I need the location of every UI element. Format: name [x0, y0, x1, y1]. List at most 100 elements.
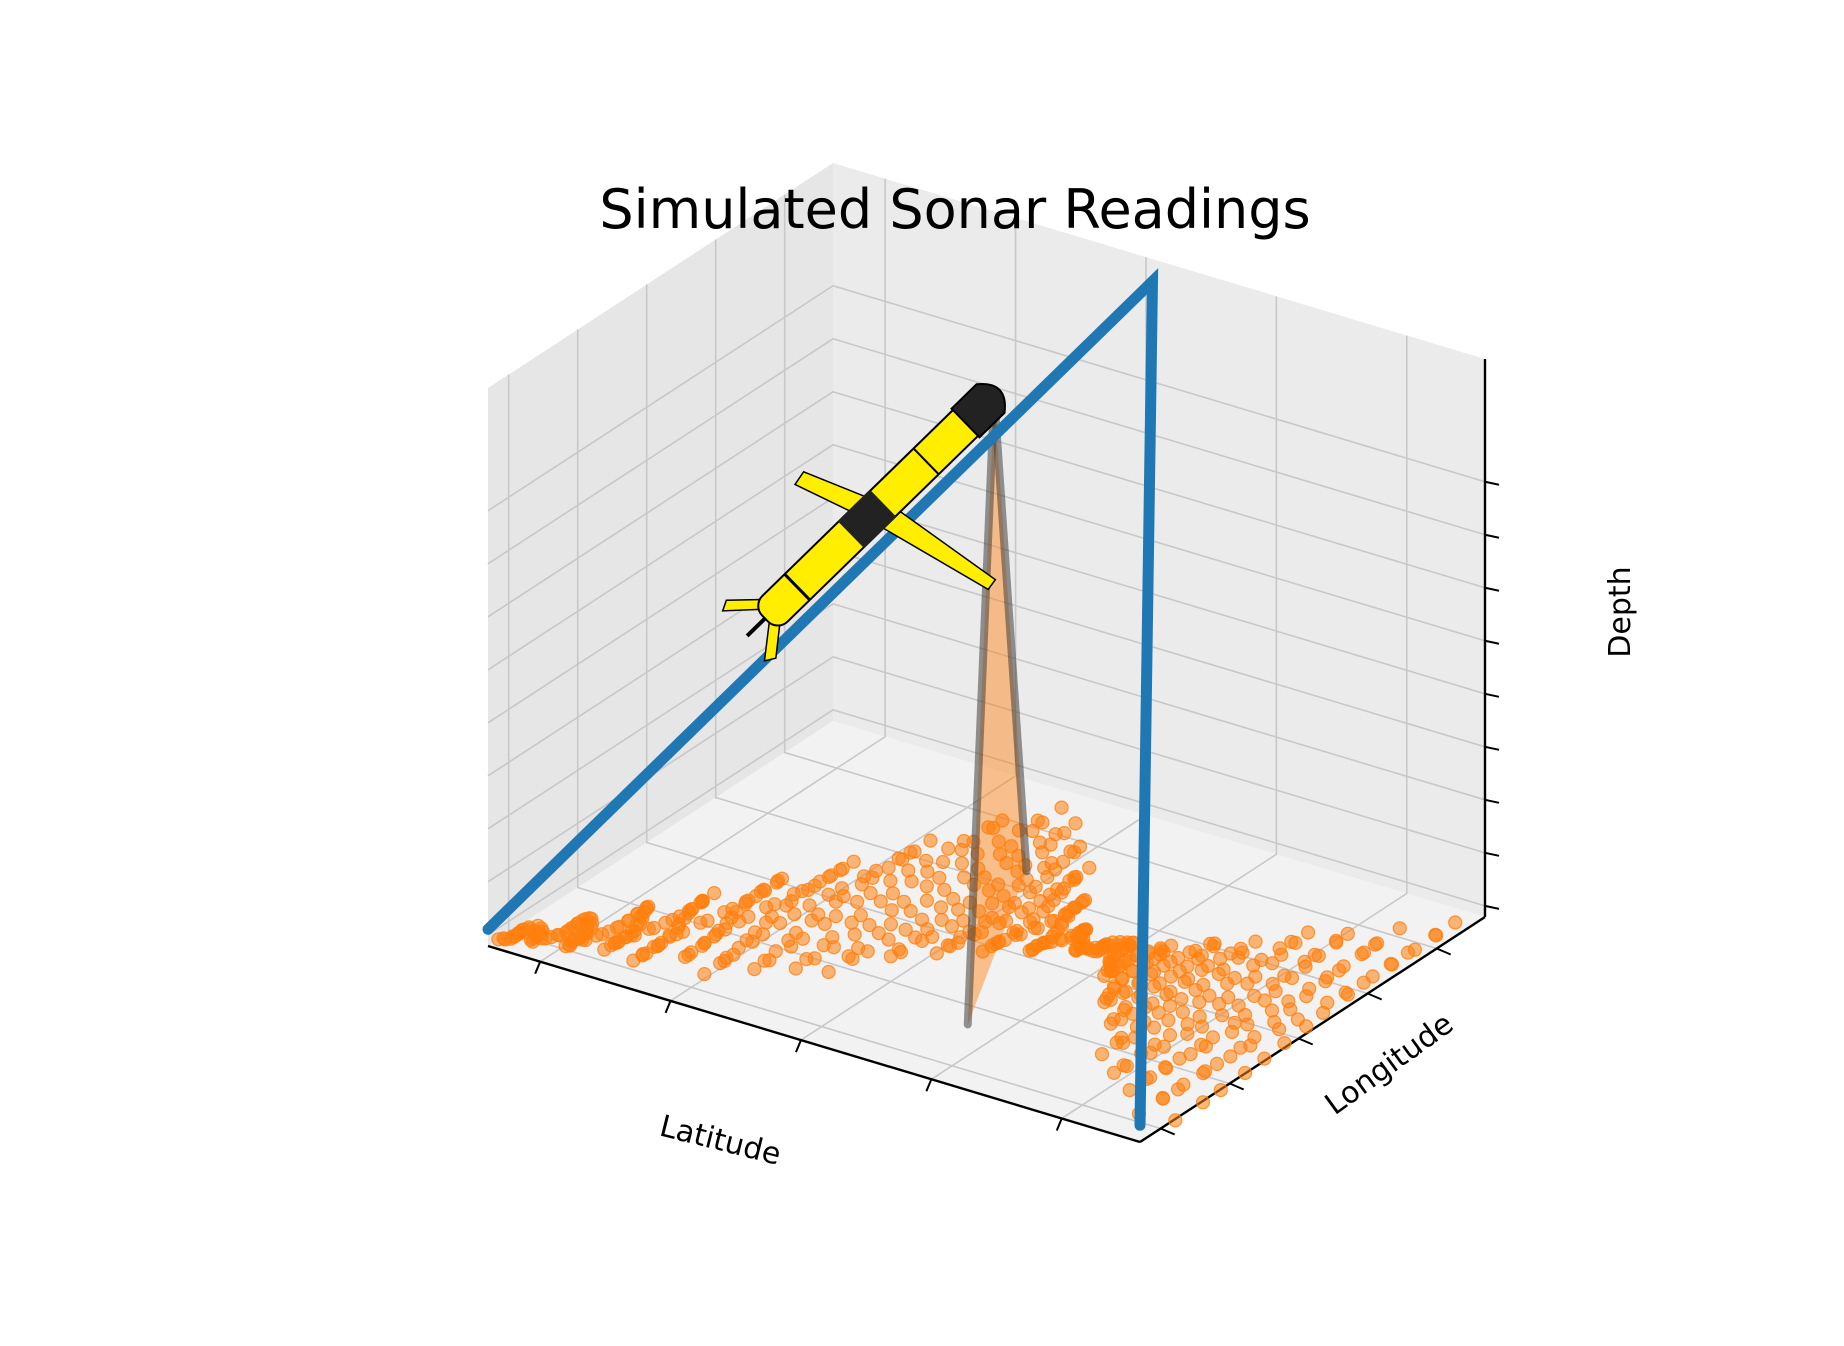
- sonar-reading-point: [883, 873, 898, 888]
- sonar-reading-point: [1243, 1038, 1258, 1053]
- sonar-reading-point: [950, 935, 966, 950]
- sonar-reading-point: [1197, 1064, 1213, 1079]
- sonar-reading-point: [1206, 939, 1221, 954]
- sonar-reading-point: [925, 929, 940, 944]
- sonar-reading-point: [1248, 934, 1263, 949]
- sonar-reading-point: [1040, 869, 1055, 885]
- sonar-reading-point: [779, 898, 794, 913]
- sonar-reading-point: [1300, 925, 1316, 940]
- z-tick: [1484, 798, 1500, 804]
- sonar-reading-point: [986, 820, 1001, 836]
- sonar-reading-point: [1283, 1002, 1298, 1017]
- sonar-reading-point: [707, 885, 722, 901]
- y-grid-line: [714, 239, 1368, 995]
- sonar-reading-point: [1180, 1026, 1195, 1042]
- sonar-reading-point: [919, 879, 934, 894]
- glider-nose: [950, 382, 1006, 439]
- sonar-reading-point: [1054, 800, 1069, 815]
- sonar-reading-point: [944, 919, 960, 934]
- sonar-reading-point: [783, 939, 799, 954]
- sonar-reading-point: [904, 874, 919, 889]
- sonar-reading-point: [984, 896, 1000, 911]
- z-tick: [1484, 692, 1500, 698]
- sonar-reading-point: [826, 940, 842, 955]
- sonar-reading-point: [903, 903, 918, 919]
- z-grid-line: [487, 337, 1486, 565]
- sonar-reading-point: [1367, 937, 1383, 952]
- z-tick: [1484, 586, 1500, 592]
- y-tick: [1367, 992, 1383, 1001]
- sonar-reading-point: [929, 946, 944, 961]
- sonar-reading-point: [1162, 1027, 1178, 1043]
- sonar-reading-point: [884, 903, 899, 918]
- sonar-reading-point: [788, 961, 803, 976]
- sonar-reading-point: [718, 922, 733, 937]
- sonar-reading-point: [1213, 1082, 1228, 1098]
- z-grid-line: [487, 443, 1486, 671]
- sonar-reading-point: [1231, 950, 1246, 965]
- sonar-reading-point: [817, 916, 832, 932]
- sonar-reading-point: [1340, 926, 1355, 941]
- sonar-reading-point: [1168, 1113, 1183, 1128]
- sonar-reading-point: [954, 842, 969, 858]
- z-grid-line: [487, 655, 1486, 883]
- sonar-reading-point: [977, 870, 992, 885]
- sonar-reading-point: [854, 877, 870, 892]
- sonar-reading-point: [1162, 998, 1178, 1014]
- sonar-reading-point: [1156, 1039, 1172, 1054]
- sonar-reading-point: [1318, 974, 1333, 989]
- sonar-reading-point: [1013, 927, 1028, 942]
- y-axis-label: Longitude: [1319, 1006, 1460, 1122]
- sonar-reading-point: [893, 944, 909, 960]
- sonar-reading-point: [770, 873, 786, 888]
- sonar-reading-point: [684, 945, 699, 960]
- sonar-reading-point: [860, 944, 875, 959]
- z-grid-line: [487, 284, 1486, 512]
- sonar-reading-point: [654, 935, 669, 950]
- sonar-reading-point: [1181, 971, 1196, 987]
- z-tick: [1484, 480, 1500, 486]
- sonar-reading-point: [726, 947, 741, 962]
- sonar-reading-point: [1195, 1095, 1211, 1110]
- sonar-reading-point: [849, 894, 865, 910]
- x-grid-line: [930, 296, 1278, 1080]
- sonar-reading-point: [935, 854, 951, 870]
- sonar-reading-point: [844, 915, 859, 930]
- sonar-reading-point: [1163, 984, 1178, 999]
- sonar-reading-point: [954, 856, 970, 871]
- sonar-reading-point: [801, 882, 816, 898]
- sonar-reading-point: [873, 894, 888, 909]
- sonar-reading-point: [610, 935, 625, 950]
- sonar-reading-point: [995, 813, 1010, 828]
- sonar-reading-point: [865, 870, 880, 886]
- sonar-reading-point: [1001, 899, 1017, 915]
- underwater-glider-icon: [721, 382, 1006, 662]
- sonar-reading-point: [1311, 948, 1326, 963]
- sonar-reading-point: [597, 942, 612, 957]
- sonar-reading-point: [1211, 966, 1226, 982]
- sonar-reading-point: [747, 961, 762, 977]
- z-tick: [1484, 745, 1500, 751]
- z-tick: [1484, 904, 1500, 910]
- sonar-reading-point: [795, 931, 811, 946]
- sonar-reading-point: [845, 951, 860, 967]
- x-tick: [925, 1078, 933, 1092]
- z-tick: [1484, 851, 1500, 857]
- sonar-reading-point: [706, 929, 722, 944]
- sonar-reading-point: [1299, 989, 1314, 1004]
- sonar-reading-point: [1004, 839, 1019, 854]
- sonar-reading-point: [1392, 921, 1407, 936]
- side-wall-pane: [488, 163, 833, 946]
- sonar-reading-point: [1237, 1065, 1253, 1081]
- sonar-reading-point: [828, 894, 844, 909]
- sonar-reading-point: [1284, 970, 1300, 986]
- sonar-reading-point: [1400, 945, 1416, 960]
- sonar-reading-point: [1198, 1039, 1214, 1054]
- sonar-reading-point: [1329, 935, 1344, 950]
- sonar-reading-point: [1315, 1005, 1331, 1021]
- sonar-reading-point: [1356, 975, 1371, 990]
- sonar-reading-point: [1209, 1056, 1225, 1072]
- sonar-reading-point: [1176, 1077, 1191, 1092]
- sonar-reading-point: [1202, 988, 1217, 1003]
